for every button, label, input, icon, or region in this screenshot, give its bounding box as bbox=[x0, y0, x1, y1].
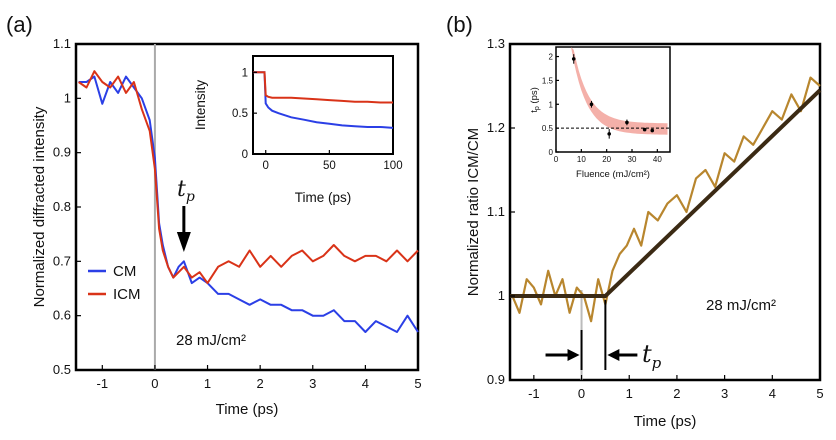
panel-b-inset-point bbox=[625, 120, 629, 125]
panel-b-inset-point bbox=[642, 127, 647, 132]
panel-a-inset-x-tick-label: 50 bbox=[323, 160, 336, 172]
inset-series-icm-line bbox=[253, 71, 393, 104]
panel-b-y-tick-label: 0.9 bbox=[487, 372, 505, 387]
panel-a-inset-x-tick-label: 0 bbox=[263, 160, 269, 172]
panel-a-x-tick-label: -1 bbox=[97, 376, 109, 391]
panel-b-x-tick-label: -1 bbox=[528, 386, 540, 401]
panel-a-inset-y-tick-label: 1 bbox=[242, 67, 248, 79]
panel-a-inset-y-tick-label: 0.5 bbox=[232, 108, 248, 120]
panel-a-fluence-annotation: 28 mJ/cm² bbox=[176, 332, 246, 349]
panel-b-y-tick-label: 1.1 bbox=[487, 204, 505, 219]
panel-a-y-tick-label: 1.1 bbox=[53, 36, 71, 51]
panel-b-inset-point bbox=[589, 102, 594, 107]
panel-b-inset-y-tick-label: 1.5 bbox=[542, 76, 554, 85]
panel-b-inset-point bbox=[571, 57, 576, 61]
panel-b-tp-left-arrow-head bbox=[567, 349, 580, 361]
panel-a: -1 0 1 2 3 4 5 0.5 0.6 0.7 0.8 0.9 1 1.1 Time (ps) No… bbox=[31, 36, 422, 418]
panel-a-tp-label: tp bbox=[177, 177, 195, 205]
panel-a-y-tick-label: 0.7 bbox=[53, 253, 71, 268]
panel-b-inset-fit-band bbox=[571, 47, 668, 135]
panel-a-x-tick-label: 1 bbox=[204, 376, 211, 391]
panel-b-x-axis-label: Time (ps) bbox=[634, 413, 697, 430]
series-icm-line bbox=[78, 70, 419, 285]
panel-a-inset: 0 50 100 0 0.5 1 Time (ps) Intensity bbox=[193, 55, 403, 205]
panel-a-inset-x-axis-label: Time (ps) bbox=[295, 190, 352, 205]
panel-a-x-tick-label: 3 bbox=[309, 376, 316, 391]
panel-a-inset-y-tick-label: 0 bbox=[242, 149, 248, 161]
panel-b-x-tick-label: 3 bbox=[721, 386, 728, 401]
legend-cm-label: CM bbox=[113, 263, 136, 280]
panel-b-x-tick-label: 4 bbox=[769, 386, 776, 401]
panel-b-y-tick-label: 1.2 bbox=[487, 120, 505, 135]
panel-a-tp-arrow-head bbox=[176, 232, 191, 252]
panel-b-inset-y-tick-label: 0 bbox=[549, 148, 554, 157]
panel-b-inset-x-tick-label: 40 bbox=[653, 155, 662, 164]
panel-b-plot: -1 0 1 2 3 4 5 0.9 1 1.1 1.2 1.3 bbox=[487, 36, 824, 401]
panel-a-y-tick-label: 1 bbox=[64, 90, 71, 105]
panel-b-label: (b) bbox=[446, 12, 473, 37]
series-data-line bbox=[511, 76, 821, 323]
panel-a-x-tick-label: 0 bbox=[151, 376, 158, 391]
panel-b-inset-point bbox=[607, 132, 611, 136]
panel-a-y-axis-label: Normalized diffracted intensity bbox=[31, 106, 48, 307]
panel-a-inset-frame bbox=[252, 55, 394, 155]
panel-b-y-axis-label: Normalized ratio ICM/CM bbox=[465, 128, 482, 296]
panel-b-tp-label: tp bbox=[642, 340, 662, 372]
panel-b-tp-right-arrow-head bbox=[607, 349, 620, 361]
panel-a-x-tick-label: 2 bbox=[257, 376, 264, 391]
panel-a-inset-x-tick-label: 100 bbox=[383, 160, 402, 172]
panel-a-y-tick-label: 0.5 bbox=[53, 362, 71, 377]
series-fit-line bbox=[510, 88, 822, 298]
panel-a-inset-y-axis-label: Intensity bbox=[193, 80, 208, 131]
panel-b-inset-frame bbox=[555, 46, 671, 153]
panel-a-x-tick-label: 5 bbox=[414, 376, 421, 391]
panel-b-x-tick-label: 0 bbox=[578, 386, 585, 401]
panel-a-x-tick-label: 4 bbox=[362, 376, 369, 391]
panel-b-inset: 0 10 20 30 40 0 0.5 1 1.5 2 Fluence (mJ/cm²) tp (… bbox=[529, 46, 671, 180]
panel-b-x-tick-label: 2 bbox=[673, 386, 680, 401]
panel-a-y-tick-label: 0.8 bbox=[53, 199, 71, 214]
panel-b-fluence-annotation: 28 mJ/cm² bbox=[706, 297, 776, 314]
panel-b-inset-y-axis-label: tp (ps) bbox=[529, 87, 541, 113]
panel-b-inset-y-tick-label: 2 bbox=[549, 53, 554, 62]
panel-b-x-tick-label: 5 bbox=[816, 386, 823, 401]
panel-a-legend: CM ICM bbox=[88, 263, 141, 303]
panel-b-inset-plot: 0 10 20 30 40 0 0.5 1 1.5 2 bbox=[542, 47, 670, 164]
panel-b-inset-x-tick-label: 10 bbox=[577, 155, 586, 164]
series-cm-line bbox=[78, 75, 419, 333]
panel-b-x-tick-label: 1 bbox=[626, 386, 633, 401]
legend-icm-label: ICM bbox=[113, 286, 141, 303]
panel-b: -1 0 1 2 3 4 5 0.9 1 1.1 1.2 1.3 Time (ps) Normaliz… bbox=[465, 36, 824, 430]
panel-b-inset-y-tick-label: 1 bbox=[549, 100, 554, 109]
panel-a-x-axis-label: Time (ps) bbox=[216, 401, 279, 418]
panel-a-inset-plot: 0 50 100 0 0.5 1 bbox=[232, 67, 403, 172]
panel-b-y-tick-label: 1 bbox=[498, 288, 505, 303]
panel-a-plot: -1 0 1 2 3 4 5 0.5 0.6 0.7 0.8 0.9 1 1.1 bbox=[53, 36, 422, 391]
panel-a-label: (a) bbox=[6, 12, 33, 37]
panel-b-inset-x-tick-label: 20 bbox=[602, 155, 611, 164]
panel-b-y-tick-label: 1.3 bbox=[487, 36, 505, 51]
panel-b-inset-y-tick-label: 0.5 bbox=[542, 124, 554, 133]
panel-a-y-tick-label: 0.6 bbox=[53, 308, 71, 323]
panel-b-inset-x-axis-label: Fluence (mJ/cm²) bbox=[576, 169, 650, 180]
panel-b-inset-point bbox=[650, 128, 655, 133]
panel-b-inset-x-tick-label: 30 bbox=[628, 155, 637, 164]
panel-b-inset-x-tick-label: 0 bbox=[554, 155, 559, 164]
panel-a-y-tick-label: 0.9 bbox=[53, 145, 71, 160]
